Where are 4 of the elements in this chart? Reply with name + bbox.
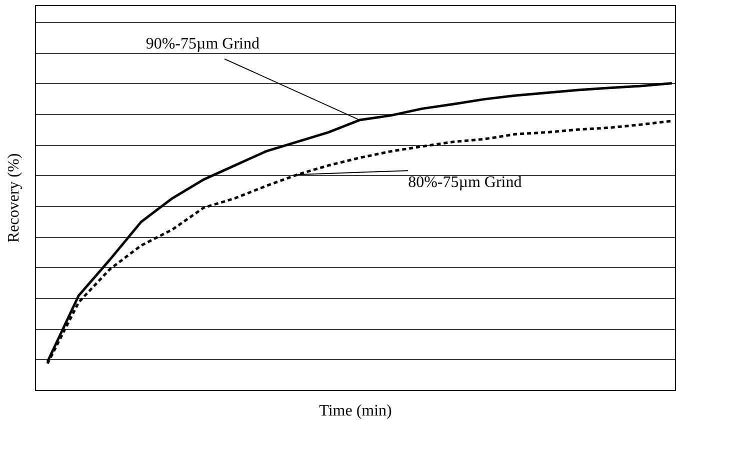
text: 90%-75µm Grind	[146, 36, 260, 52]
x-axis-title: Time (min)	[319, 402, 392, 420]
y-axis-title: Recovery (%)	[6, 153, 22, 243]
series-label: 80%-75µm Grind	[408, 174, 522, 192]
